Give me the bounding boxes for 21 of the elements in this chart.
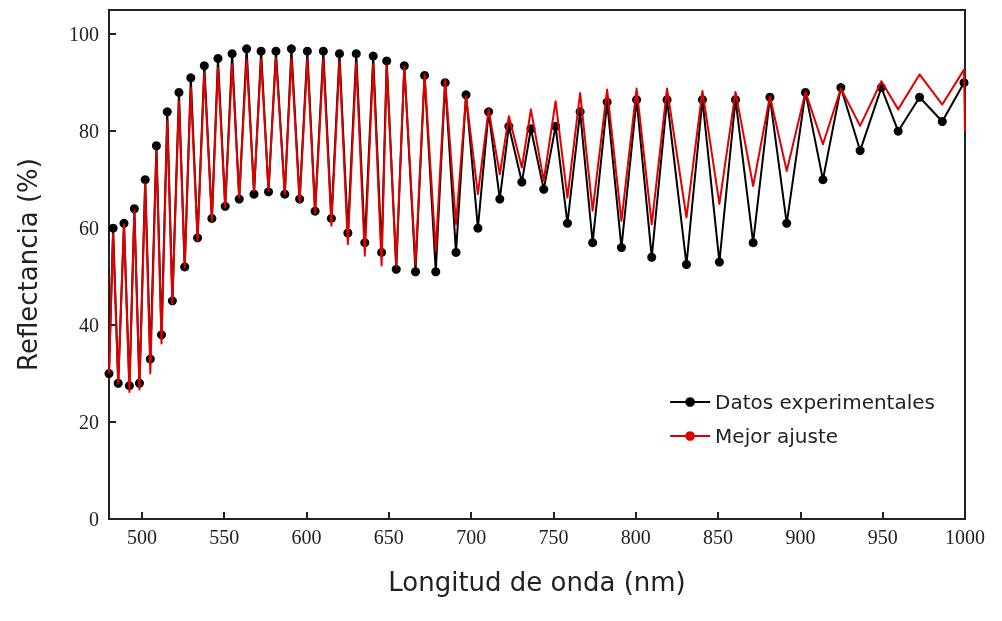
x-tick-label: 900 xyxy=(785,526,816,548)
y-tick-label: 60 xyxy=(79,217,99,240)
legend-label: Datos experimentales xyxy=(715,390,935,414)
y-tick-label: 20 xyxy=(79,411,99,434)
x-tick-label: 500 xyxy=(126,526,157,548)
x-axis-title: Longitud de onda (nm) xyxy=(388,567,686,597)
x-tick-label: 600 xyxy=(291,526,322,548)
y-tick-label: 40 xyxy=(79,314,99,337)
legend-label: Mejor ajuste xyxy=(715,424,839,448)
y-tick-label: 100 xyxy=(69,23,99,46)
y-tick-label: 0 xyxy=(89,508,99,530)
x-tick-label: 550 xyxy=(209,526,240,548)
x-tick-label: 650 xyxy=(373,526,404,548)
x-tick-label: 750 xyxy=(538,526,569,548)
x-tick-label: 1000 xyxy=(945,526,985,548)
x-tick-label: 850 xyxy=(703,526,734,548)
y-tick-label: 80 xyxy=(79,120,99,143)
x-tick-label: 950 xyxy=(867,526,898,548)
x-tick-label: 800 xyxy=(620,526,651,548)
y-axis-title: Reflectancia (%) xyxy=(13,158,43,371)
x-tick-label: 700 xyxy=(456,526,487,548)
